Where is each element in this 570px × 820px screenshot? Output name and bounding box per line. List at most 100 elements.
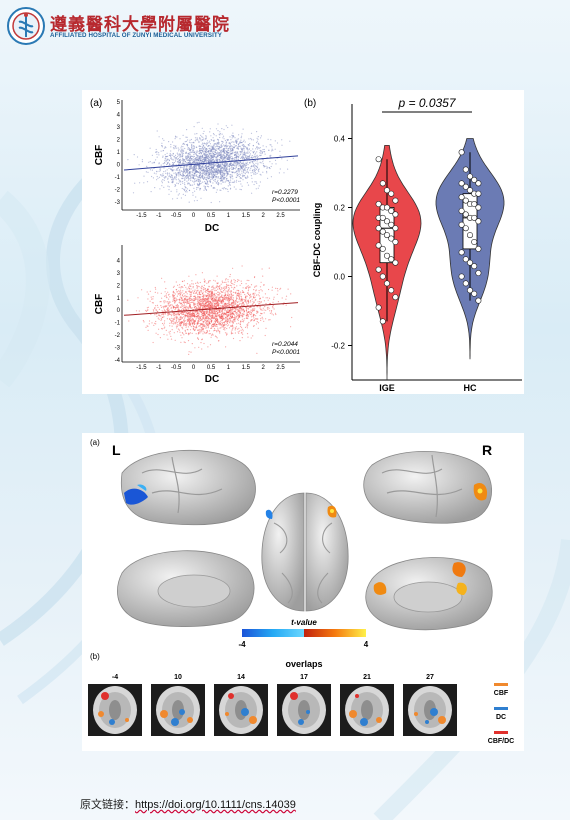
scatter-point	[177, 305, 179, 307]
scatter-point	[184, 294, 186, 296]
scatter-point	[252, 139, 254, 141]
scatter-point	[206, 180, 208, 182]
scatter-point	[259, 298, 261, 300]
scatter-point	[230, 175, 232, 177]
scatter-point	[206, 282, 208, 284]
scatter-point	[212, 171, 214, 173]
scatter-point	[201, 147, 204, 149]
scatter-point	[285, 298, 287, 300]
scatter-point	[221, 311, 223, 313]
scatter-point	[183, 188, 185, 190]
scatter-point	[242, 298, 244, 300]
scatter-point	[192, 171, 194, 174]
scatter-point	[178, 302, 180, 304]
scatter-point	[248, 156, 250, 158]
scatter-point	[179, 319, 181, 321]
scatter-point	[230, 148, 232, 150]
scatter-point	[177, 173, 179, 175]
scatter-point	[225, 125, 227, 127]
scatter-point	[198, 171, 200, 173]
scatter-point	[222, 140, 224, 143]
scatter-point	[259, 286, 262, 288]
scatter-point	[210, 167, 213, 169]
scatter-point	[166, 152, 168, 154]
scatter-point	[205, 166, 207, 168]
scatter-point	[196, 137, 198, 139]
scatter-point	[247, 311, 250, 313]
scatter-point	[195, 169, 197, 171]
scatter-point	[234, 165, 236, 167]
scatter-point	[156, 179, 158, 181]
scatter-point	[194, 172, 196, 174]
scatter-point	[179, 162, 181, 164]
scatter-point	[186, 129, 188, 131]
scatter-point	[265, 318, 267, 320]
scatter-point	[277, 301, 279, 303]
scatter-point	[209, 333, 211, 335]
scatter-point	[197, 155, 199, 157]
scatter-point	[245, 283, 247, 285]
scatter-point	[155, 320, 157, 323]
scatter-point	[205, 310, 207, 312]
scatter-point	[220, 172, 222, 174]
scatter-point	[211, 324, 213, 326]
scatter-point	[244, 173, 246, 175]
scatter-point	[179, 156, 181, 158]
scatter-point	[250, 175, 252, 177]
fig1-panel-a-label: (a)	[90, 98, 102, 109]
scatter-point	[253, 319, 255, 321]
scatter-point	[212, 167, 214, 169]
scatter-point	[177, 157, 179, 160]
scatter-point	[204, 159, 206, 161]
scatter-point	[188, 201, 190, 203]
scatter-point	[188, 141, 191, 143]
scatter-point	[165, 310, 167, 312]
scatter-point	[211, 154, 213, 156]
scatter-point	[240, 147, 242, 149]
scatter-point	[203, 314, 205, 317]
scatter-point	[230, 313, 232, 315]
scatter-point	[198, 145, 200, 147]
scatter-point	[253, 320, 255, 322]
scatter-point	[244, 141, 246, 143]
scatter-point	[225, 145, 227, 147]
scatter-point	[162, 314, 165, 316]
scatter-point	[231, 296, 233, 298]
scatter-point	[210, 163, 212, 166]
scatter-point	[198, 297, 200, 299]
scatter-point	[226, 311, 228, 314]
scatter-point	[157, 292, 159, 294]
scatter-point	[141, 159, 143, 161]
scatter-point	[181, 311, 183, 313]
scatter-point	[188, 301, 190, 303]
scatter-point	[225, 281, 227, 283]
scatter-point	[183, 309, 185, 311]
scatter-point	[217, 169, 219, 171]
scatter-point	[242, 154, 244, 156]
scatter-point	[218, 163, 220, 165]
scatter-point	[202, 150, 204, 153]
scatter-point	[186, 169, 188, 171]
scatter-point	[250, 167, 252, 169]
scatter-point	[180, 181, 182, 183]
scatter-point	[225, 319, 227, 321]
scatter-point	[252, 300, 254, 302]
scatter-point	[236, 156, 238, 158]
scatter-point	[220, 327, 222, 329]
scatter-point	[205, 138, 207, 140]
scatter-point	[177, 311, 180, 313]
scatter-point	[228, 305, 230, 307]
scatter-point	[257, 301, 259, 303]
scatter-point	[249, 153, 251, 155]
scatter-point	[203, 331, 205, 333]
scatter-point	[146, 291, 148, 293]
scatter-point	[263, 300, 265, 302]
scatter-point	[163, 300, 165, 302]
scatter-point	[179, 284, 181, 286]
scatter-point	[199, 179, 201, 181]
scatter-point	[184, 176, 187, 178]
scatter-point	[197, 314, 199, 316]
scatter-point	[186, 177, 188, 179]
scatter-point	[236, 318, 239, 320]
scatter-point	[180, 316, 182, 318]
